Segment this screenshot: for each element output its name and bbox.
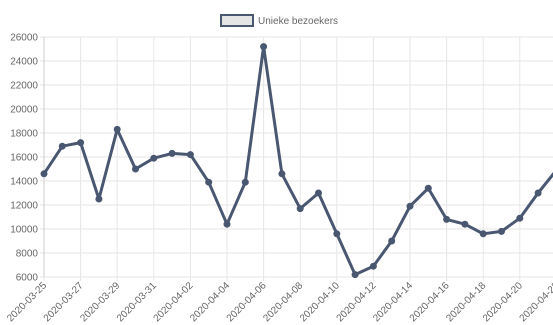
- data-point[interactable]: [461, 220, 469, 228]
- data-point[interactable]: [168, 149, 176, 157]
- series-unieke-bezoekers: [40, 43, 553, 279]
- data-point[interactable]: [534, 189, 542, 197]
- data-point[interactable]: [132, 165, 139, 173]
- data-point[interactable]: [278, 170, 286, 178]
- data-point[interactable]: [369, 262, 377, 270]
- data-point[interactable]: [443, 215, 451, 223]
- y-tick-label: 16000: [10, 153, 38, 164]
- y-tick-label: 10000: [10, 225, 38, 236]
- legend-label: Unieke bezoekers: [258, 16, 338, 27]
- data-point[interactable]: [58, 142, 66, 150]
- x-axis: 2020-03-252020-03-272020-03-292020-03-31…: [5, 280, 553, 324]
- data-point[interactable]: [95, 195, 103, 203]
- data-point[interactable]: [260, 43, 268, 51]
- grid-lines: [40, 36, 553, 281]
- legend[interactable]: Unieke bezoekers: [220, 14, 338, 27]
- data-point[interactable]: [498, 227, 505, 235]
- data-point[interactable]: [205, 178, 213, 186]
- legend-swatch: [220, 14, 254, 27]
- y-tick-label: 8000: [16, 249, 39, 260]
- y-tick-label: 14000: [10, 177, 38, 188]
- data-point[interactable]: [516, 214, 524, 222]
- y-axis: 6000 8000 10000 12000 14000 16000 18000 20000 22…: [10, 33, 38, 284]
- data-point[interactable]: [388, 237, 396, 245]
- data-point[interactable]: [113, 125, 121, 133]
- data-point[interactable]: [40, 170, 48, 178]
- data-point[interactable]: [241, 178, 249, 186]
- data-point[interactable]: [479, 230, 487, 238]
- data-point[interactable]: [186, 151, 194, 159]
- data-point[interactable]: [406, 202, 414, 210]
- data-point[interactable]: [150, 154, 158, 162]
- y-tick-label: 26000: [10, 33, 38, 44]
- y-tick-label: 20000: [10, 105, 38, 116]
- y-tick-label: 12000: [10, 201, 38, 212]
- y-tick-label: 24000: [10, 57, 38, 68]
- y-tick-label: 18000: [10, 129, 38, 140]
- data-point[interactable]: [351, 271, 359, 279]
- data-point[interactable]: [77, 139, 85, 147]
- series-line: [42, 45, 553, 277]
- data-point[interactable]: [333, 230, 341, 238]
- data-point[interactable]: [424, 184, 432, 192]
- y-tick-label: 22000: [10, 81, 38, 92]
- y-tick-label: 6000: [16, 273, 39, 284]
- data-point[interactable]: [296, 205, 304, 213]
- data-point[interactable]: [315, 189, 322, 197]
- data-point[interactable]: [223, 220, 231, 228]
